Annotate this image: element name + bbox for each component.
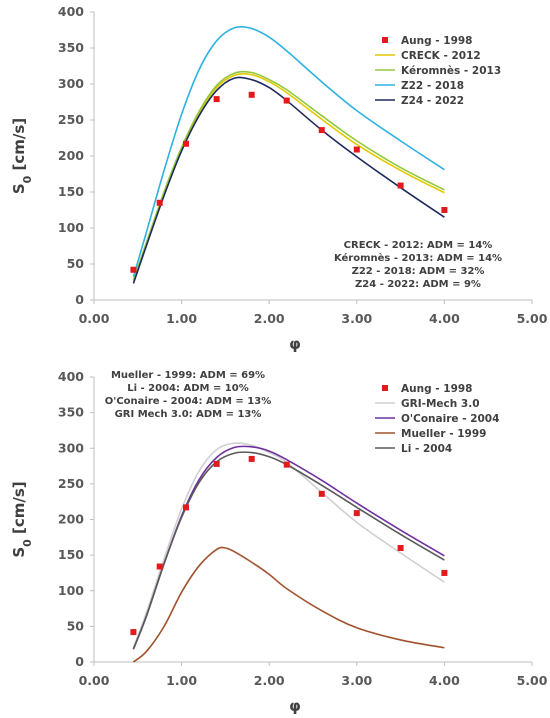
- y-tick-label: 250: [58, 112, 84, 127]
- data-point-aung-1998: [182, 140, 189, 147]
- series-line-z24-2022: [132, 76, 445, 284]
- x-tick-label: 0.00: [79, 311, 110, 326]
- y-tick-label: 100: [58, 583, 84, 598]
- series-line-z22-2018: [132, 25, 445, 278]
- legend-label-gri-mech-3-0: GRI-Mech 3.0: [401, 398, 480, 410]
- y-tick-label: 400: [58, 369, 84, 384]
- x-tick-label: 3.00: [341, 673, 372, 688]
- annotation-text: Z24 - 2022: ADM = 9%: [355, 279, 481, 290]
- chart-panel-1: 0 50 100 150 200 250 300 350 400 0.00 1.00 2.00 3.00…: [10, 4, 548, 353]
- series-line-k-romn-s-2013: [132, 70, 445, 281]
- adm-annotations: CRECK - 2012: ADM = 14%Kéromnès - 2013: …: [334, 240, 502, 290]
- data-point-aung-1998: [248, 91, 255, 98]
- y-tick-label: 200: [58, 512, 84, 527]
- y-tick-label: 350: [58, 405, 84, 420]
- x-axis-title: φ: [289, 335, 301, 353]
- data-point-aung-1998: [397, 545, 404, 551]
- annotation-text: Li - 2004: ADM = 10%: [127, 383, 249, 394]
- data-point-aung-1998: [156, 199, 163, 206]
- y-tick-label: 150: [58, 184, 84, 199]
- y-tick-label: 200: [58, 148, 84, 163]
- data-point-aung-1998: [213, 96, 220, 103]
- data-point-aung-1998: [318, 490, 325, 497]
- annotation-text: Kéromnès - 2013: ADM = 14%: [334, 252, 502, 264]
- annotation-text: CRECK - 2012: ADM = 14%: [344, 240, 493, 251]
- legend-label-mueller-1999: Mueller - 1999: [401, 428, 486, 440]
- x-tick-label: 1.00: [166, 311, 197, 326]
- y-axis-title: S0 [cm/s]: [10, 118, 34, 194]
- y-tick-label: 350: [58, 40, 84, 55]
- legend-label-z22-2018: Z22 - 2018: [401, 80, 464, 92]
- x-axis-title: φ: [289, 697, 301, 715]
- data-point-aung-1998: [130, 266, 137, 273]
- y-tick-label: 300: [58, 440, 84, 455]
- legend-label-k-romn-s-2013: Kéromnès - 2013: [401, 65, 501, 77]
- data-point-aung-1998: [353, 510, 360, 517]
- legend-label-creck-2012: CRECK - 2012: [401, 50, 481, 62]
- legend-label-li-2004: Li - 2004: [401, 443, 452, 455]
- data-point-aung-1998: [182, 504, 189, 511]
- legend-label-aung-1998: Aung - 1998: [401, 383, 473, 395]
- y-tick-label: 250: [58, 476, 84, 491]
- x-tick-label: 4.00: [429, 673, 460, 688]
- y-tick-label: 50: [67, 618, 85, 633]
- data-point-aung-1998: [248, 455, 255, 462]
- data-point-aung-1998: [156, 563, 163, 570]
- legend-label-z24-2022: Z24 - 2022: [401, 95, 464, 107]
- data-point-aung-1998: [283, 461, 290, 468]
- data-point-aung-1998: [130, 629, 137, 636]
- x-tick-label: 0.00: [79, 673, 110, 688]
- data-point-aung-1998: [283, 97, 290, 104]
- legend: Aung - 1998 CRECK - 2012 Kéromnès - 2013 Z2…: [375, 35, 501, 107]
- annotation-text: O'Conaire - 2004: ADM = 13%: [105, 396, 271, 407]
- x-tick-label: 5.00: [517, 311, 548, 326]
- legend: Aung - 1998 GRI-Mech 3.0 O'Conaire - 2004 M…: [375, 383, 499, 455]
- legend-label-o-conaire-2004: O'Conaire - 2004: [401, 413, 499, 425]
- annotation-text: Mueller - 1999: ADM = 69%: [111, 370, 265, 381]
- x-tick-label: 5.00: [517, 673, 548, 688]
- legend-label-aung-1998: Aung - 1998: [401, 35, 473, 47]
- x-tick-label: 4.00: [429, 311, 460, 326]
- data-point-aung-1998: [213, 460, 220, 467]
- legend-marker-aung-1998: [382, 385, 388, 391]
- annotation-text: Z22 - 2018: ADM = 32%: [352, 266, 485, 277]
- data-point-aung-1998: [353, 146, 360, 153]
- series-line-gri-mech-3-0: [132, 442, 445, 649]
- y-tick-label: 50: [67, 256, 85, 271]
- chart-panel-2: 0 50 100 150 200 250 300 350 400 0.00 1.00 2.00 3.00…: [10, 369, 548, 715]
- legend-marker-aung-1998: [382, 37, 388, 43]
- data-point-aung-1998: [397, 182, 404, 189]
- x-tick-label: 2.00: [254, 311, 285, 326]
- y-tick-label: 0: [75, 654, 84, 669]
- x-tick-label: 1.00: [166, 673, 197, 688]
- series-line-mueller-1999: [132, 546, 445, 663]
- adm-annotations: Mueller - 1999: ADM = 69% Li - 2004: ADM …: [105, 370, 271, 420]
- x-tick-label: 3.00: [341, 311, 372, 326]
- y-tick-label: 100: [58, 220, 84, 235]
- series-line-li-2004: [132, 451, 445, 650]
- data-point-aung-1998: [318, 127, 325, 134]
- y-axis-title: S0 [cm/s]: [10, 481, 34, 557]
- y-tick-label: 0: [75, 292, 84, 307]
- annotation-text: GRI Mech 3.0: ADM = 13%: [115, 409, 262, 420]
- y-tick-label: 300: [58, 76, 84, 91]
- data-point-aung-1998: [441, 569, 448, 576]
- y-tick-label: 150: [58, 547, 84, 562]
- y-tick-label: 400: [58, 4, 84, 19]
- data-point-aung-1998: [441, 207, 448, 213]
- x-tick-label: 2.00: [254, 673, 285, 688]
